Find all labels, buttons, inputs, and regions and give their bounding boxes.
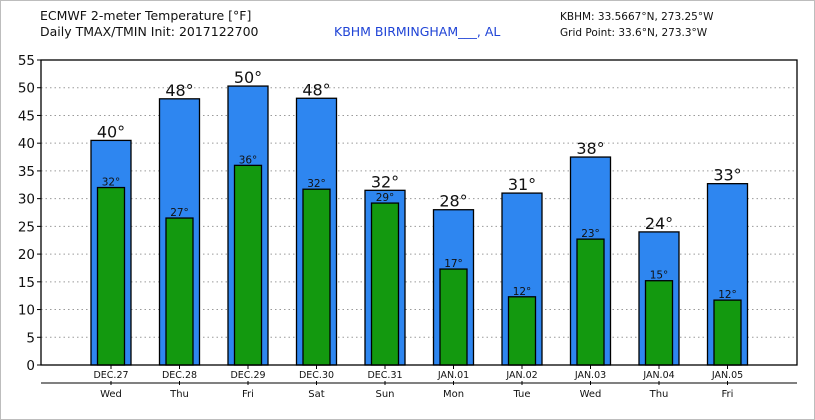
tmin-bar	[576, 238, 605, 366]
tmax-value-label: 33°	[713, 166, 741, 185]
tmin-value-label: 27°	[170, 207, 189, 219]
x-date-label: DEC.31	[367, 370, 402, 381]
tmin-value-label: 17°	[444, 258, 463, 270]
y-tick-label: 0	[26, 358, 35, 374]
x-date-label: JAN.01	[437, 370, 469, 381]
y-tick-label: 15	[18, 275, 35, 291]
y-tick-label: 25	[18, 219, 35, 235]
x-day-label: Wed	[580, 389, 602, 400]
x-date-label: DEC.30	[299, 370, 334, 381]
x-day-label: Fri	[242, 389, 254, 400]
y-tick-label: 20	[18, 247, 35, 263]
tmax-value-label: 40°	[97, 122, 125, 141]
tmin-value-label: 12°	[718, 289, 737, 301]
tmax-value-label: 24°	[645, 214, 673, 233]
tmin-bar	[165, 217, 194, 366]
tmax-value-label: 31°	[508, 175, 536, 194]
x-date-label: JAN.02	[505, 370, 537, 381]
y-tick-label: 5	[26, 330, 35, 346]
tmin-bar	[96, 186, 126, 366]
x-day-label: Fri	[722, 389, 734, 400]
x-day-label: Thu	[649, 389, 669, 400]
y-tick-label: 50	[18, 81, 35, 97]
plot-area-border	[40, 59, 798, 366]
tmax-value-label: 28°	[439, 192, 467, 211]
tmax-value-label: 50°	[234, 68, 262, 87]
x-date-label: DEC.27	[93, 370, 128, 381]
tmin-bar	[507, 296, 537, 366]
tmin-value-label: 23°	[581, 228, 600, 240]
tmin-bar	[644, 280, 674, 366]
tmax-value-label: 38°	[576, 139, 604, 158]
y-tick-label: 30	[18, 192, 35, 208]
x-day-label: Sun	[375, 389, 394, 400]
x-date-label: JAN.04	[642, 370, 674, 381]
y-tick-label: 10	[18, 303, 35, 319]
x-day-label: Thu	[169, 389, 189, 400]
tmax-value-label: 48°	[302, 80, 330, 99]
chart-title: ECMWF 2-meter Temperature [°F]	[40, 8, 252, 23]
tmin-value-label: 36°	[239, 154, 258, 166]
grid-point: Grid Point: 33.6°N, 273.3°W	[560, 27, 708, 39]
tmin-value-label: 32°	[102, 177, 121, 189]
tmin-value-label: 15°	[650, 270, 669, 282]
x-day-label: Tue	[512, 389, 530, 400]
x-day-label: Mon	[443, 389, 464, 400]
tmin-bar	[439, 268, 468, 366]
tmax-value-label: 48°	[165, 81, 193, 100]
station-name: KBHM BIRMINGHAM___, AL	[334, 24, 501, 39]
y-tick-label: 35	[18, 164, 35, 180]
x-date-label: DEC.28	[162, 370, 197, 381]
chart-title-block: ECMWF 2-meter Temperature [°F] Daily TMA…	[40, 8, 258, 40]
tmin-value-label: 32°	[307, 178, 326, 190]
tmin-value-label: 12°	[513, 286, 532, 298]
y-tick-label: 40	[18, 136, 35, 152]
tmin-bar	[713, 299, 742, 366]
chart-subtitle: Daily TMAX/TMIN Init: 2017122700	[40, 24, 259, 39]
x-day-label: Sat	[308, 389, 324, 400]
x-date-label: DEC.29	[230, 370, 265, 381]
y-tick-label: 55	[18, 53, 35, 69]
tmin-bar	[233, 164, 263, 366]
tmin-value-label: 29°	[376, 192, 395, 204]
tmax-value-label: 32°	[371, 172, 399, 191]
tmin-bar	[302, 188, 331, 366]
x-date-label: JAN.05	[711, 370, 743, 381]
x-day-label: Wed	[100, 389, 122, 400]
tmin-bar	[370, 202, 400, 366]
station-coordinates: KBHM: 33.5667°N, 273.25°W	[560, 11, 714, 23]
y-tick-label: 45	[18, 108, 35, 124]
location-info: KBHM: 33.5667°N, 273.25°W Grid Point: 33…	[560, 9, 714, 41]
x-date-label: JAN.03	[574, 370, 606, 381]
